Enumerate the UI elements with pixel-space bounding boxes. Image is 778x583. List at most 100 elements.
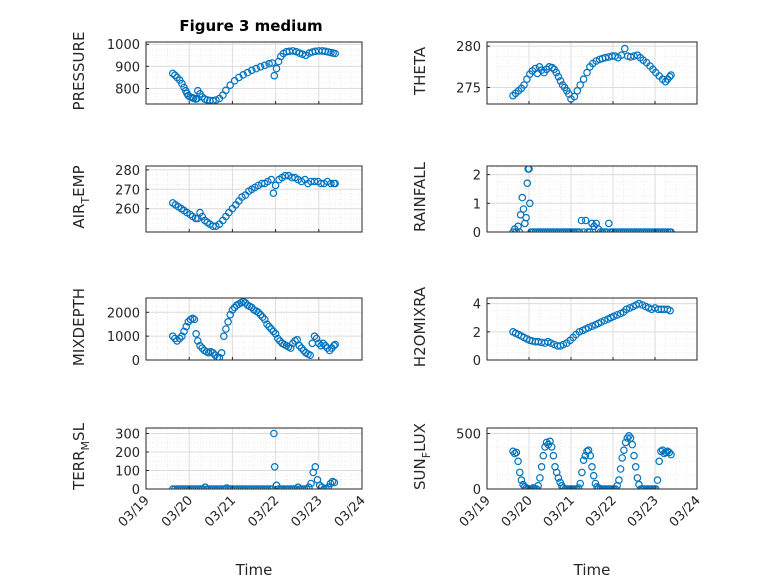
data-point	[196, 208, 204, 217]
y-tick-label: 1000	[107, 330, 140, 345]
x-tick-label: 03/21	[202, 493, 239, 530]
data-point	[579, 75, 588, 84]
y-tick-label: 500	[456, 428, 481, 443]
data-point	[270, 429, 278, 438]
data-point	[589, 471, 598, 480]
data-point	[588, 462, 596, 471]
y-axis-label: MIXDEPTH	[70, 288, 88, 366]
data-point	[604, 219, 613, 228]
data-point	[640, 228, 649, 232]
data-point	[576, 81, 585, 89]
y-tick-label: 280	[115, 164, 140, 179]
data-point	[636, 228, 645, 232]
data-point	[542, 438, 551, 447]
data-point	[666, 306, 674, 315]
data-point	[534, 337, 543, 346]
subplot-mixdepth: 0 1000 2000 MIXDEPTH	[70, 288, 363, 369]
data-point	[632, 228, 640, 232]
data-point	[209, 348, 217, 357]
data-point	[655, 228, 663, 232]
data-point	[601, 53, 610, 62]
data-point	[192, 329, 200, 338]
data-point	[331, 49, 340, 58]
data-point	[537, 462, 546, 471]
data-point	[623, 434, 632, 442]
data-point	[563, 228, 571, 232]
data-point	[537, 228, 546, 232]
data-point	[265, 322, 273, 331]
y-tick-label: 800	[115, 83, 140, 98]
data-point	[625, 431, 633, 440]
data-point	[271, 329, 280, 338]
data-point	[215, 353, 224, 360]
data-point	[531, 228, 540, 232]
data-point	[520, 81, 528, 89]
y-tick-label: 900	[115, 60, 140, 75]
data-point	[667, 71, 675, 79]
axes-box	[145, 427, 363, 490]
data-point	[616, 465, 625, 473]
y-tick-label: 0	[132, 354, 140, 369]
data-point	[609, 312, 618, 321]
data-point	[661, 228, 670, 232]
data-point	[310, 177, 319, 186]
data-point	[642, 228, 651, 232]
data-point	[252, 64, 261, 73]
data-point	[600, 228, 609, 232]
data-point	[273, 334, 282, 343]
data-point	[556, 228, 565, 232]
data-point	[321, 341, 330, 350]
subplot-rainfall: 0 1 2 RAINFALL	[411, 161, 698, 241]
axes-box	[486, 427, 698, 490]
subplot-theta: 275 280 THETA	[411, 40, 698, 105]
data-point	[295, 341, 304, 350]
data-point	[297, 344, 306, 352]
data-point	[311, 462, 320, 471]
data-point	[579, 228, 588, 232]
data-point	[655, 457, 664, 466]
data-point	[622, 305, 631, 314]
series-markers	[509, 44, 675, 103]
data-point	[573, 228, 582, 232]
data-point	[607, 228, 615, 232]
data-point	[326, 479, 335, 488]
subplot-air-temp: 260 270 280 AIRTEMP	[70, 164, 363, 233]
data-point	[548, 63, 556, 72]
data-point	[305, 483, 313, 489]
data-point	[596, 228, 605, 232]
data-point	[579, 456, 588, 465]
data-point	[620, 446, 628, 455]
y-tick-label: 100	[115, 465, 140, 480]
data-point	[620, 44, 629, 53]
subplot-terr-msl: 0 100 200 300 03/19 03/20 03/21 03/22 03/23 03/24…	[70, 422, 369, 579]
y-tick-label: 275	[456, 81, 481, 96]
data-point	[548, 228, 556, 232]
y-tick-label: 270	[115, 183, 140, 198]
x-tick-label: 03/19	[116, 493, 153, 530]
data-point	[315, 481, 324, 489]
data-point	[182, 322, 191, 331]
data-point	[212, 96, 220, 104]
data-point	[226, 310, 235, 319]
figure-title: Figure 3 medium	[179, 17, 322, 35]
y-tick-label: 300	[115, 428, 140, 443]
data-point	[270, 71, 279, 80]
data-point	[651, 228, 659, 232]
data-point	[567, 228, 575, 232]
data-point	[188, 314, 197, 323]
data-point	[586, 451, 595, 460]
axes-box	[145, 297, 363, 361]
data-point	[584, 228, 592, 232]
data-point	[581, 451, 590, 460]
data-point	[625, 304, 634, 312]
x-tick-label: 03/24	[667, 493, 704, 530]
data-point	[577, 216, 586, 225]
data-point	[509, 447, 517, 456]
data-point	[327, 179, 335, 188]
data-point	[523, 179, 532, 188]
data-point	[626, 53, 635, 61]
data-point	[171, 334, 179, 343]
y-axis-label: PRESSURE	[70, 32, 88, 111]
data-point	[217, 348, 226, 357]
